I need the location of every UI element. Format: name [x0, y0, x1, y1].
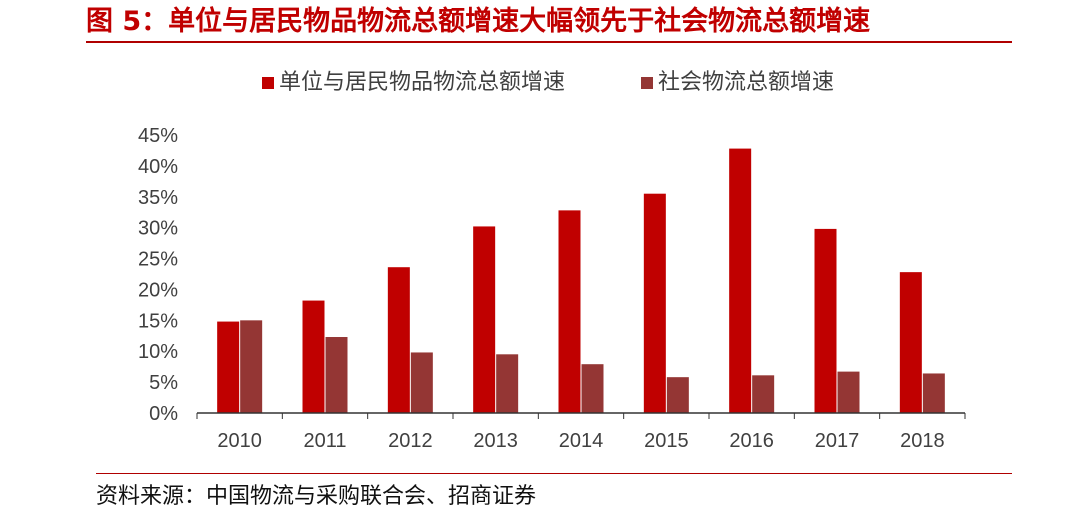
bar-series-2-2011: [325, 337, 348, 413]
source-rule: [96, 473, 1012, 474]
source-note: 资料来源：中国物流与采购联合会、招商证券: [96, 484, 537, 509]
bar-series-1-2014: [558, 210, 581, 413]
y-tick-label: 45%: [138, 125, 178, 147]
x-tick-label: 2011: [303, 430, 346, 452]
y-tick-label: 5%: [149, 372, 178, 394]
bar-series-1-2011: [302, 300, 325, 413]
bar-series-2-2018: [922, 373, 945, 413]
x-tick-label: 2016: [729, 430, 774, 452]
y-tick-label: 15%: [138, 310, 178, 332]
legend-swatch-series-1: [262, 77, 274, 89]
x-tick-label: 2013: [473, 430, 518, 452]
title-rule: [86, 41, 1012, 43]
bar-series-2-2013: [496, 354, 519, 413]
bar-series-1-2012: [387, 267, 410, 413]
bar-series-1-2017: [814, 228, 837, 413]
chart-legend: 单位与居民物品物流总额增速 社会物流总额增速: [0, 66, 1080, 100]
x-tick-label: 2010: [217, 430, 262, 452]
bar-series-1-2013: [473, 226, 496, 413]
bar-series-2-2017: [837, 371, 860, 413]
x-tick-label: 2017: [815, 430, 860, 452]
bar-series-2-2014: [581, 364, 604, 413]
y-tick-label: 25%: [138, 249, 178, 271]
x-tick-label: 2012: [388, 430, 433, 452]
bar-chart: 0% 5% 10% 15% 20% 25% 30% 35% 40% 45% 2010 2011 2012…: [138, 125, 966, 452]
y-tick-label: 30%: [138, 218, 178, 240]
bar-series-1-2015: [643, 193, 666, 413]
x-tick-label: 2014: [559, 430, 604, 452]
bar-series-2-2016: [752, 375, 775, 413]
bar-series-1-2016: [729, 148, 752, 413]
y-tick-label: 20%: [138, 279, 178, 301]
bar-series-2-2015: [666, 377, 689, 413]
figure-title: 图 5：单位与居民物品物流总额增速大幅领先于社会物流总额增速: [86, 6, 871, 37]
bar-series-1-2018: [899, 272, 922, 413]
y-tick-label: 10%: [138, 341, 178, 363]
legend-label-series-1: 单位与居民物品物流总额增速: [279, 70, 566, 95]
y-tick-label: 40%: [138, 156, 178, 178]
y-tick-label: 0%: [149, 403, 178, 425]
x-tick-label: 2015: [644, 430, 689, 452]
legend-swatch-series-2: [641, 77, 653, 89]
bar-series-1-2010: [217, 321, 240, 413]
y-tick-label: 35%: [138, 187, 178, 209]
bar-series-2-2012: [410, 352, 433, 413]
legend-label-series-2: 社会物流总额增速: [658, 70, 835, 95]
x-tick-label: 2018: [900, 430, 945, 452]
bar-series-2-2010: [240, 320, 263, 413]
